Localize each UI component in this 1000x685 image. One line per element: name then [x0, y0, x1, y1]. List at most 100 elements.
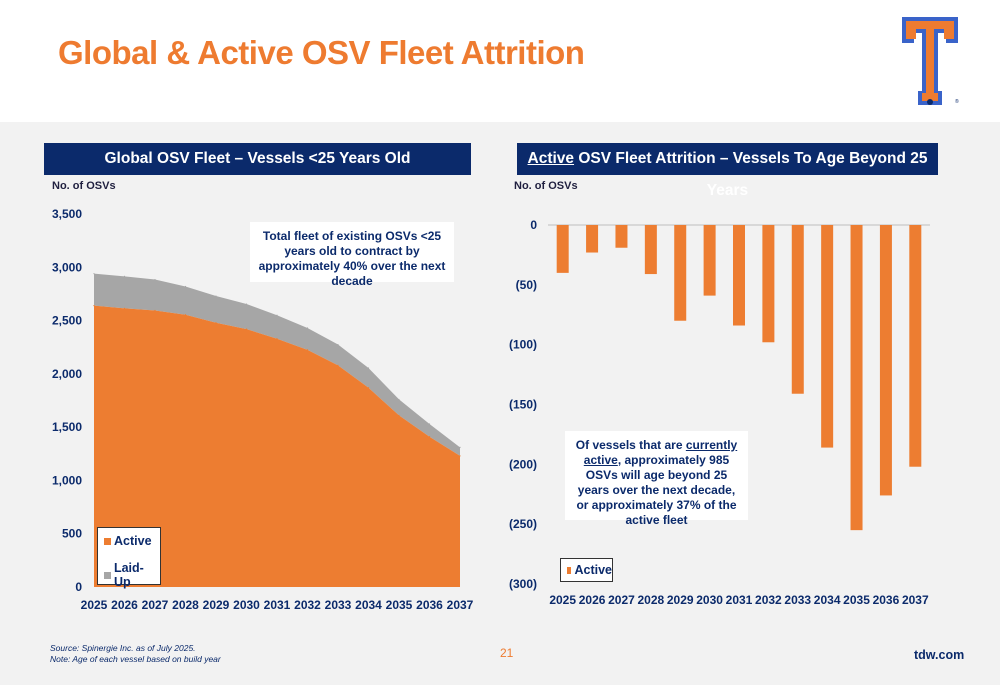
legend-item-active: Active — [104, 534, 160, 548]
active-point — [123, 307, 126, 309]
x-tick-label: 2030 — [696, 593, 723, 607]
legend-swatch-laidup — [104, 571, 111, 579]
attrition-bar — [615, 225, 628, 248]
laidup-area — [94, 273, 460, 456]
y-tick-label: 0 — [75, 580, 82, 594]
attrition-bar — [733, 225, 745, 326]
y-tick-label: 2,000 — [52, 367, 82, 381]
x-tick-label: 2033 — [325, 598, 352, 612]
left-panel-title: Global OSV Fleet – Vessels <25 Years Old — [44, 143, 471, 175]
active-point — [93, 305, 95, 307]
x-tick-label: 2034 — [355, 598, 382, 612]
attrition-bar — [674, 225, 687, 321]
x-tick-label: 2036 — [416, 598, 443, 612]
left-callout: Total fleet of existing OSVs <25 years o… — [250, 222, 454, 288]
laidup-point — [184, 285, 187, 288]
laidup-point — [276, 314, 278, 316]
right-unit-label: No. of OSVs — [514, 180, 578, 192]
active-point — [276, 338, 278, 340]
legend-swatch-active — [104, 537, 111, 545]
y-tick-label: 1,500 — [52, 420, 82, 434]
x-tick-label: 2026 — [579, 593, 606, 607]
x-tick-label: 2026 — [111, 598, 138, 612]
y-tick-label: (200) — [509, 457, 537, 471]
x-tick-label: 2025 — [81, 598, 108, 612]
attrition-bar — [879, 225, 892, 496]
active-point — [459, 455, 461, 457]
y-tick-label: 1,000 — [52, 473, 82, 487]
attrition-bar — [850, 225, 863, 531]
x-tick-label: 2032 — [755, 593, 782, 607]
laidup-point — [367, 367, 370, 369]
y-tick-label: 500 — [62, 527, 82, 541]
x-tick-label: 2037 — [902, 593, 929, 607]
page-title: Global & Active OSV Fleet Attrition — [58, 34, 585, 71]
y-tick-label: (100) — [509, 338, 537, 352]
x-tick-label: 2032 — [294, 598, 321, 612]
x-tick-label: 2025 — [549, 593, 576, 607]
laidup-point — [123, 275, 126, 277]
site-url: tdw.com — [914, 648, 965, 662]
laidup-point — [398, 398, 400, 401]
x-tick-label: 2035 — [386, 598, 413, 612]
laidup-point — [215, 295, 217, 297]
active-point — [428, 436, 431, 438]
x-tick-label: 2033 — [784, 593, 811, 607]
active-point — [245, 328, 248, 330]
laidup-point — [93, 273, 95, 275]
svg-text:®: ® — [955, 98, 959, 105]
laidup-point — [245, 303, 248, 305]
legend-item-laidup: Laid-Up — [104, 561, 160, 589]
right-callout-emph: currently active — [583, 438, 738, 467]
laidup-point — [306, 327, 309, 329]
x-tick-label: 2029 — [667, 593, 694, 607]
y-tick-label: (150) — [509, 398, 537, 412]
x-tick-label: 2030 — [233, 598, 260, 612]
x-tick-label: 2036 — [873, 593, 900, 607]
source-line-2: Note: Age of each vessel based on build … — [50, 654, 221, 664]
legend-swatch-active-right — [567, 566, 572, 574]
right-panel-title: Active OSV Fleet Attrition – Vessels To … — [517, 143, 938, 199]
right-title-rest: OSV Fleet Attrition – Vessels To Age Bey… — [574, 150, 928, 199]
laidup-point — [154, 278, 156, 281]
attrition-bar — [909, 225, 922, 467]
source-line-1: Source: Spinergie Inc. as of July 2025. — [50, 643, 196, 653]
right-callout-post: , approximately 985 OSVs will age beyond… — [576, 453, 737, 527]
laidup-point — [337, 343, 339, 346]
right-callout-pre: Of vessels that are — [575, 438, 686, 452]
x-tick-label: 2029 — [203, 598, 230, 612]
y-tick-label: (300) — [509, 577, 537, 591]
active-point — [154, 309, 156, 312]
right-callout: Of vessels that are currently active, ap… — [565, 431, 748, 527]
x-tick-label: 2031 — [726, 593, 753, 607]
right-title-emph: Active — [527, 150, 575, 167]
active-point — [398, 414, 400, 417]
attrition-bar — [821, 225, 834, 448]
legend-item-active-right: Active — [567, 563, 612, 577]
source-note: Source: Spinergie Inc. as of July 2025. … — [50, 643, 221, 665]
active-point — [367, 387, 370, 389]
attrition-bar — [762, 225, 775, 343]
attrition-bar — [703, 225, 716, 296]
x-tick-label: 2027 — [608, 593, 635, 607]
y-tick-label: (250) — [509, 517, 537, 531]
laidup-point — [459, 446, 461, 448]
y-tick-label: 3,000 — [52, 260, 82, 274]
legend-label-active: Active — [114, 534, 152, 548]
x-tick-label: 2028 — [172, 598, 199, 612]
attrition-bar — [644, 225, 657, 275]
header-area: Global & Active OSV Fleet Attrition ® — [0, 0, 1000, 122]
tidewater-logo-icon: ® — [902, 17, 959, 105]
left-legend: Active Laid-Up — [97, 527, 161, 589]
active-point — [337, 364, 339, 366]
x-tick-label: 2028 — [637, 593, 664, 607]
legend-label-laidup: Laid-Up — [113, 561, 144, 589]
active-area — [94, 305, 460, 587]
x-tick-label: 2037 — [447, 598, 474, 612]
active-point — [215, 322, 217, 324]
left-unit-label: No. of OSVs — [52, 180, 116, 192]
legend-label-active-right: Active — [574, 563, 612, 577]
active-point — [184, 314, 187, 316]
